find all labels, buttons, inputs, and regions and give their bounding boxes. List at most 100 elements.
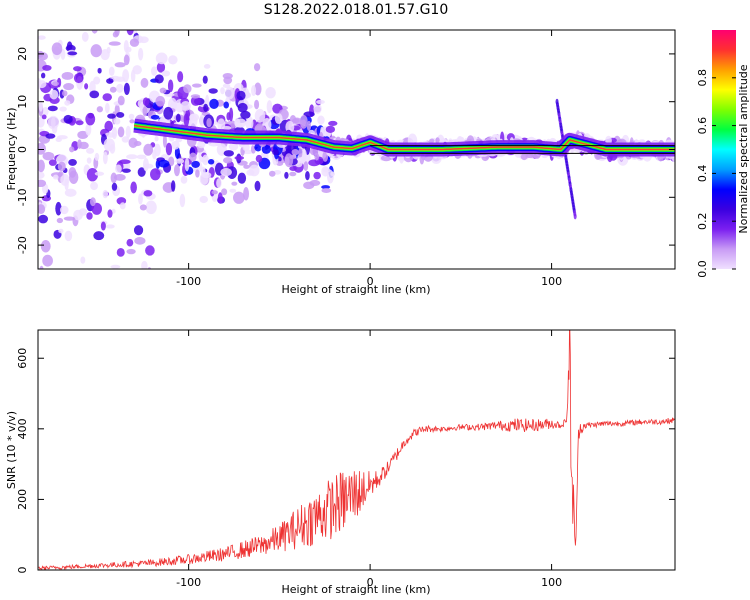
spectrogram-cell bbox=[221, 188, 228, 196]
spectrogram-cell bbox=[63, 114, 73, 124]
snr-xlabel: Height of straight line (km) bbox=[281, 583, 430, 596]
spectrogram-cell bbox=[38, 77, 42, 90]
spectrogram-cell bbox=[73, 66, 82, 72]
snr-series bbox=[38, 330, 675, 570]
spectrogram-cell bbox=[60, 48, 66, 60]
spectrogram-cell bbox=[171, 140, 180, 150]
spectrogram-cell bbox=[59, 205, 69, 215]
spectrogram-cell bbox=[40, 72, 46, 79]
spectrogram-cell bbox=[202, 75, 208, 84]
spectrogram-cell bbox=[46, 0, 58, 5]
spectrogram-cell bbox=[85, 112, 96, 126]
spectrogram-cell bbox=[289, 171, 297, 177]
spectrogram-cell bbox=[245, 116, 254, 131]
spectrogram-cell bbox=[55, 137, 62, 143]
colorbar-tick-label: 0.0 bbox=[696, 260, 709, 278]
spectrogram-cell bbox=[38, 214, 49, 224]
spectrogram-cell bbox=[151, 66, 158, 76]
spectrogram-cell bbox=[190, 95, 201, 106]
spectrogram-cell bbox=[126, 238, 134, 247]
spectrogram-cell bbox=[93, 231, 105, 241]
spectrogram-cell bbox=[159, 87, 167, 94]
spectrogram-cell bbox=[221, 125, 232, 130]
spectrogram-cell bbox=[56, 217, 64, 224]
spectrogram-cell bbox=[75, 120, 84, 126]
spectrogram-cell bbox=[53, 18, 61, 22]
spectrogram-cell bbox=[291, 148, 299, 156]
spectrogram-cell bbox=[261, 144, 271, 154]
spectrogram-cell bbox=[96, 106, 103, 113]
spectrogram-cell bbox=[61, 71, 74, 80]
spectrogram-cell bbox=[143, 157, 149, 172]
spectrogram-cell bbox=[112, 31, 119, 38]
spectrogram-cell bbox=[195, 169, 200, 178]
spectrogram-cell bbox=[316, 99, 325, 105]
spectrogram-cell bbox=[289, 154, 296, 160]
spectrogram-cell bbox=[142, 97, 150, 106]
spectrogram-cell bbox=[107, 20, 114, 30]
spectrogram-y-tick-label: 10 bbox=[16, 95, 29, 109]
spectrogram-cell bbox=[139, 204, 147, 211]
spectrogram-cell bbox=[129, 119, 135, 124]
snr-frame bbox=[37, 329, 676, 571]
spectrogram-cell bbox=[190, 94, 201, 99]
spectrogram-cell bbox=[38, 100, 43, 112]
colorbar-bar bbox=[712, 30, 736, 269]
snr-ticks: -100 0 100 0 200 400 600 bbox=[16, 330, 675, 589]
spectrogram-cell bbox=[104, 102, 110, 114]
spectrogram-cell bbox=[303, 181, 315, 190]
spectrogram-cell bbox=[223, 157, 233, 164]
spectrogram-cell bbox=[155, 52, 168, 65]
spectrogram-cell bbox=[435, 137, 440, 144]
colorbar: 0.0 0.2 0.4 0.6 0.8 Normalized spectral ampl… bbox=[696, 30, 750, 278]
spectrogram-cell bbox=[248, 164, 260, 177]
spectrogram-cell bbox=[299, 115, 308, 129]
spectrogram-y-tick-label: 20 bbox=[16, 47, 29, 61]
spectrogram-cell bbox=[150, 114, 160, 120]
spectrogram-cell bbox=[254, 99, 260, 110]
spectrogram-cell bbox=[175, 113, 181, 123]
spectrogram-cell bbox=[41, 114, 47, 120]
spectrogram-cell bbox=[68, 158, 77, 166]
spectrogram-cell bbox=[216, 178, 222, 188]
spectrogram-cell bbox=[107, 113, 116, 119]
spectrogram-cell bbox=[81, 31, 89, 42]
spectrogram-cell bbox=[222, 72, 233, 79]
spectrogram-cell bbox=[82, 15, 90, 25]
spectrogram-cell bbox=[143, 143, 154, 156]
spectrogram-cell bbox=[64, 100, 71, 106]
spectrogram-cell bbox=[211, 190, 218, 195]
spectrogram-cell bbox=[108, 41, 121, 46]
spectrogram-cell bbox=[58, 228, 64, 234]
snr-x-tick-label: -100 bbox=[176, 576, 201, 589]
spectrogram-cell bbox=[38, 35, 46, 40]
spectrogram-cell bbox=[86, 157, 92, 164]
spectrogram-cell bbox=[223, 150, 235, 157]
spectrogram-cell bbox=[322, 167, 331, 173]
spectrogram-cell bbox=[78, 208, 88, 216]
spectrogram-cell bbox=[103, 138, 115, 152]
spectrogram-cell bbox=[119, 202, 126, 210]
spectrogram-cell bbox=[142, 106, 148, 117]
snr-plot-area bbox=[38, 330, 675, 570]
spectrogram-cell bbox=[321, 185, 331, 190]
spectrogram-cell bbox=[138, 193, 143, 205]
spectrogram-cell bbox=[42, 254, 53, 267]
spectrogram-cell bbox=[237, 172, 247, 184]
spectrogram-cell bbox=[73, 73, 84, 84]
spectrogram-cell bbox=[255, 154, 263, 163]
spectrogram-cell bbox=[180, 175, 188, 184]
spectrogram-cell bbox=[302, 149, 307, 161]
spectrogram-cell bbox=[55, 201, 62, 216]
snr-y-tick-label: 200 bbox=[16, 489, 29, 510]
spectrogram-cell bbox=[206, 118, 212, 128]
spectrogram-cell bbox=[207, 159, 215, 165]
snr-ylabel: SNR (10 * v/v) bbox=[5, 411, 18, 489]
spectrogram-cell bbox=[305, 171, 310, 181]
spectrogram-cell bbox=[180, 101, 191, 111]
spectrogram-cell bbox=[52, 81, 59, 87]
spectrogram-cell bbox=[39, 265, 44, 269]
spectrogram-cell bbox=[115, 164, 122, 173]
